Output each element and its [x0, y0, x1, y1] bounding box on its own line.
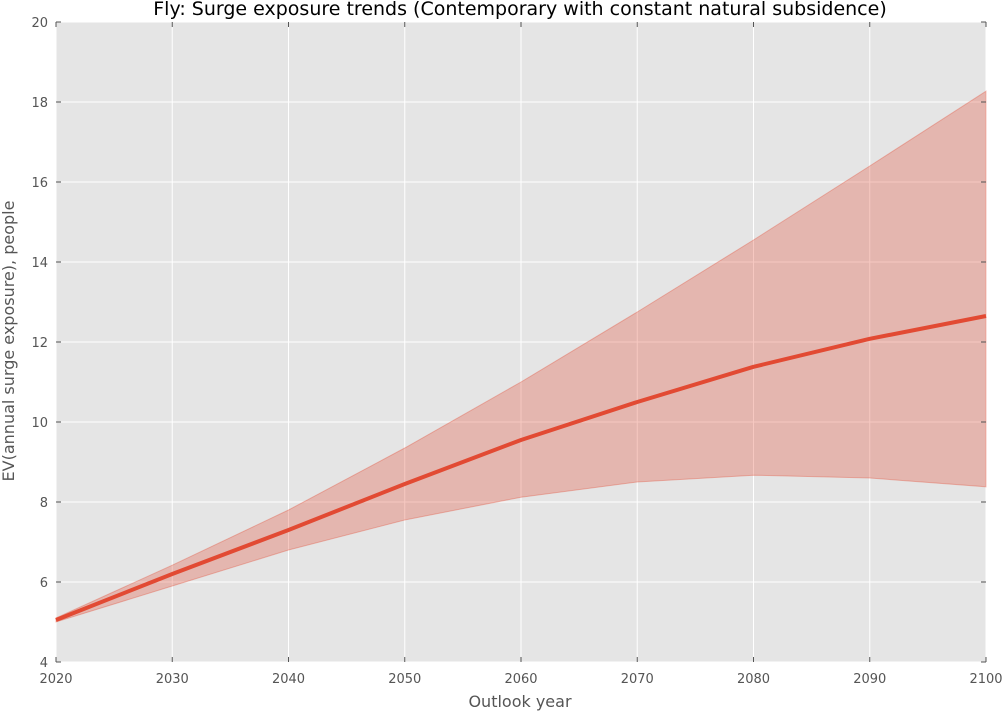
y-tick-label: 20 — [31, 16, 48, 31]
x-axis-label: Outlook year — [468, 692, 572, 711]
x-tick-label: 2060 — [504, 672, 537, 687]
series-lines — [55, 314, 987, 622]
y-tick-label: 4 — [40, 656, 48, 671]
y-tick-label: 6 — [40, 576, 48, 591]
x-tick-label: 2050 — [388, 672, 421, 687]
x-tick-label: 2040 — [272, 672, 305, 687]
x-tick-label: 2020 — [39, 672, 72, 687]
x-tick-label: 2100 — [969, 672, 1002, 687]
y-tick-label: 18 — [31, 96, 48, 111]
chart-title: Fly: Surge exposure trends (Contemporary… — [153, 0, 887, 20]
y-axis-label: EV(annual surge exposure), people — [0, 201, 18, 482]
y-tick-label: 12 — [31, 336, 48, 351]
series-line — [55, 314, 987, 622]
y-tick-label: 14 — [31, 256, 48, 271]
x-tick-label: 2080 — [737, 672, 770, 687]
y-tick-label: 10 — [31, 416, 48, 431]
x-tick-label: 2070 — [621, 672, 654, 687]
x-tick-label: 2030 — [156, 672, 189, 687]
x-tick-label: 2090 — [853, 672, 886, 687]
y-tick-label: 8 — [40, 496, 48, 511]
y-tick-label: 16 — [31, 176, 48, 191]
y-axis: 4 6 8 10 12 14 16 18 20 — [31, 16, 986, 671]
x-axis: 2020 2030 2040 2050 2060 2070 2080 2090 2100 — [39, 22, 1002, 687]
